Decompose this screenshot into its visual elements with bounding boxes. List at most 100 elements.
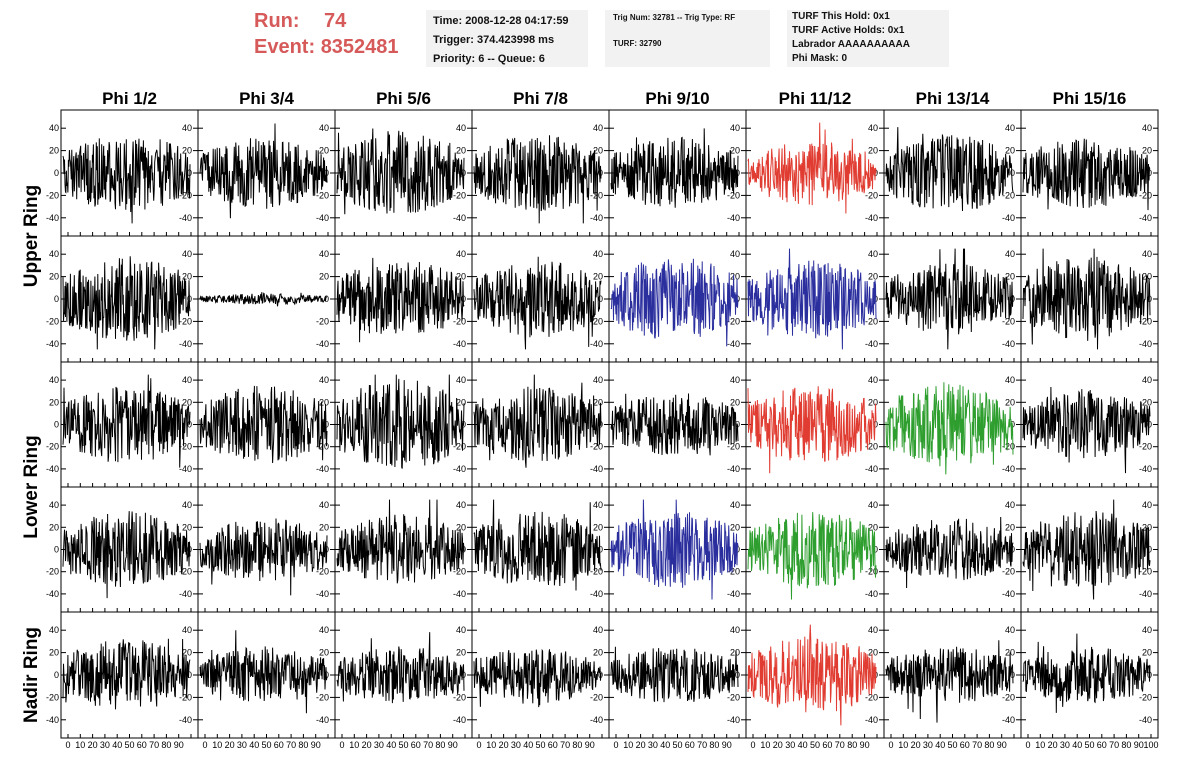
y-tick-label-right: 40 xyxy=(319,375,329,385)
phi-mask-text: Phi Mask: 0 xyxy=(792,53,848,64)
waveform-trace xyxy=(747,624,877,726)
waveform-trace xyxy=(473,374,602,468)
y-tick-label-right: 40 xyxy=(1142,500,1152,510)
y-tick-label-right: -20 xyxy=(1139,442,1152,452)
y-tick-label-right: 20 xyxy=(456,648,466,658)
y-tick-label-right: 40 xyxy=(182,249,192,259)
y-tick-label-left: 40 xyxy=(49,123,59,133)
panel-frame xyxy=(745,109,885,237)
y-tick-label-right: -20 xyxy=(316,692,329,702)
y-tick-label-right: 40 xyxy=(456,500,466,510)
y-tick-label-right: -20 xyxy=(865,190,878,200)
y-tick-label-right: 20 xyxy=(456,522,466,532)
x-tick-label: 30 xyxy=(1060,740,1070,750)
column-header: Phi 1/2 xyxy=(102,89,157,108)
y-tick-label-right: 40 xyxy=(319,249,329,259)
y-tick-label-right: 40 xyxy=(730,249,740,259)
y-tick-label-right: -40 xyxy=(453,589,466,599)
y-tick-label-right: 40 xyxy=(1142,123,1152,133)
y-tick-label-right: 20 xyxy=(868,522,878,532)
y-tick-label-right: -20 xyxy=(1139,692,1152,702)
waveform-trace xyxy=(1022,386,1151,474)
x-tick-label: 20 xyxy=(362,740,372,750)
y-tick-label-right: -40 xyxy=(1002,464,1015,474)
y-tick-label-right: -40 xyxy=(590,715,603,725)
y-tick-label-left: -20 xyxy=(46,567,59,577)
waveform-trace xyxy=(747,122,877,214)
y-tick-label-right: 0 xyxy=(1147,545,1152,555)
x-tick-label: 80 xyxy=(847,740,857,750)
y-tick-label-right: -20 xyxy=(1002,442,1015,452)
x-tick-label: 20 xyxy=(1048,740,1058,750)
y-tick-label-right: 0 xyxy=(324,294,329,304)
y-tick-label-right: 20 xyxy=(182,397,192,407)
y-tick-label-right: -40 xyxy=(453,715,466,725)
y-tick-label-right: 40 xyxy=(1005,500,1015,510)
column-header: Phi 3/4 xyxy=(239,89,294,108)
x-tick-label: 90 xyxy=(722,740,732,750)
y-tick-label-right: 40 xyxy=(1005,625,1015,635)
y-tick-label-right: 40 xyxy=(456,375,466,385)
y-tick-label-right: -20 xyxy=(1002,190,1015,200)
y-tick-label-right: 20 xyxy=(868,397,878,407)
y-tick-label-right: 20 xyxy=(1005,146,1015,156)
y-tick-label-right: -40 xyxy=(316,213,329,223)
x-tick-label: 30 xyxy=(100,740,110,750)
y-tick-label-right: -40 xyxy=(865,715,878,725)
x-tick-label: 60 xyxy=(1097,740,1107,750)
y-tick-label-right: -20 xyxy=(727,316,740,326)
x-tick-label: 40 xyxy=(249,740,259,750)
y-tick-label-right: 40 xyxy=(1142,375,1152,385)
ring-label: Upper Ring xyxy=(21,185,42,287)
y-tick-label-right: -20 xyxy=(1139,316,1152,326)
waveform-trace xyxy=(610,393,739,456)
x-tick-label: 20 xyxy=(88,740,98,750)
y-tick-label-right: 20 xyxy=(182,648,192,658)
y-tick-label-right: -20 xyxy=(1002,692,1015,702)
x-tick-label: 50 xyxy=(810,740,820,750)
x-tick-label: 10 xyxy=(898,740,908,750)
x-tick-label: 70 xyxy=(1109,740,1119,750)
trig-num-text: Trig Num: 32781 -- Trig Type: RF xyxy=(613,13,736,22)
x-tick-label: 80 xyxy=(161,740,171,750)
y-tick-label-right: 20 xyxy=(319,648,329,658)
y-tick-label-right: 40 xyxy=(868,625,878,635)
y-tick-label-right: 20 xyxy=(730,522,740,532)
x-tick-label: 50 xyxy=(1084,740,1094,750)
x-tick-label: 60 xyxy=(960,740,970,750)
x-tick-label: 10 xyxy=(349,740,359,750)
run-value: 74 xyxy=(324,10,347,32)
x-tick-label: 30 xyxy=(648,740,658,750)
waveform-trace xyxy=(885,640,1014,723)
y-tick-label-right: -40 xyxy=(1139,464,1152,474)
waveform-trace xyxy=(199,292,328,307)
y-tick-label-right: 40 xyxy=(319,625,329,635)
y-tick-label-right: -20 xyxy=(590,442,603,452)
y-tick-label-right: -40 xyxy=(179,464,192,474)
y-tick-label-right: -40 xyxy=(590,339,603,349)
waveform-trace xyxy=(62,638,191,710)
y-tick-label-right: -40 xyxy=(1002,715,1015,725)
event-value: 8352481 xyxy=(320,36,399,58)
y-tick-label-right: -40 xyxy=(1139,339,1152,349)
x-tick-label: 50 xyxy=(535,740,545,750)
y-tick-label-right: -20 xyxy=(727,692,740,702)
y-tick-label-right: 20 xyxy=(593,522,603,532)
x-tick-label: 0 xyxy=(888,740,893,750)
waveform-trace xyxy=(473,256,602,350)
time-info-box: Time: 2008-12-28 04:17:59 Trigger: 374.4… xyxy=(426,10,588,67)
y-tick-label-right: -20 xyxy=(865,442,878,452)
turf-info-box: TURF This Hold: 0x1 TURF Active Holds: 0… xyxy=(787,10,949,67)
y-tick-label-right: -40 xyxy=(590,589,603,599)
y-tick-label-right: 40 xyxy=(319,123,329,133)
y-tick-label-right: -20 xyxy=(453,190,466,200)
y-tick-label-left: 40 xyxy=(49,249,59,259)
x-tick-label: 50 xyxy=(398,740,408,750)
x-tick-label: 10 xyxy=(212,740,222,750)
y-tick-label-left: 0 xyxy=(54,545,59,555)
y-tick-label-right: 40 xyxy=(1005,249,1015,259)
x-tick-label: 40 xyxy=(935,740,945,750)
y-tick-label-left: -20 xyxy=(46,692,59,702)
y-tick-label-left: -40 xyxy=(46,339,59,349)
